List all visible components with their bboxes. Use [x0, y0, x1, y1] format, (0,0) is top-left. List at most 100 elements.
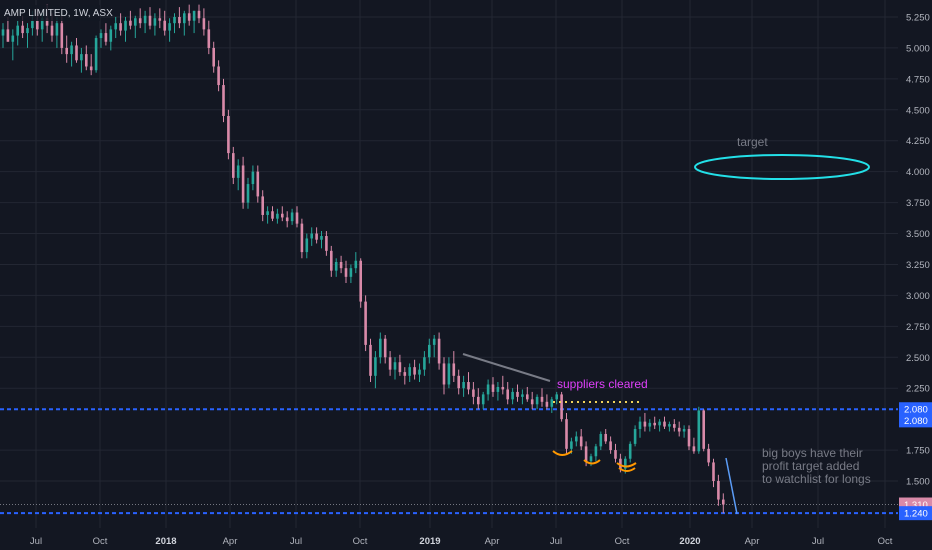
- candle-body: [589, 456, 593, 462]
- candle-body: [178, 17, 181, 24]
- candle-body: [428, 344, 431, 358]
- candle-body: [374, 357, 377, 376]
- price-badge-label: 1.310: [904, 500, 928, 511]
- y-tick-label: 3.000: [906, 291, 930, 302]
- candle-body: [628, 443, 632, 459]
- candle-body: [364, 301, 367, 345]
- candle-body: [408, 367, 411, 376]
- y-tick-label: 3.250: [906, 260, 930, 271]
- candle-body: [114, 23, 117, 30]
- candle-body: [643, 421, 647, 427]
- candle-body: [246, 184, 250, 203]
- candle-body: [153, 18, 157, 26]
- candle-body: [325, 236, 328, 251]
- candle-body: [398, 362, 402, 373]
- candle-body: [575, 436, 578, 442]
- price-badge-label: 2.080: [904, 416, 928, 427]
- candle-body: [677, 427, 681, 432]
- candle-body: [379, 338, 382, 358]
- candle-body: [535, 396, 539, 405]
- x-tick-label: Oct: [878, 536, 893, 547]
- candle-body: [187, 13, 191, 21]
- smile-mark-3: [616, 462, 637, 468]
- candle-body: [349, 268, 353, 277]
- candle-body: [202, 18, 206, 30]
- candle-body: [300, 223, 304, 253]
- candle-body: [168, 23, 171, 31]
- candle-body: [99, 33, 103, 39]
- candle-body: [50, 25, 54, 36]
- candle-body: [457, 375, 460, 389]
- candle-body: [222, 85, 225, 116]
- candle-body: [89, 66, 93, 71]
- y-tick-label: 2.750: [906, 322, 930, 333]
- candle-body: [599, 433, 603, 447]
- candle-body: [614, 450, 617, 459]
- candle-body: [119, 23, 122, 31]
- smile-mark-4: [618, 467, 636, 472]
- candle-body: [624, 458, 627, 469]
- candle-body: [85, 54, 88, 67]
- candle-body: [173, 17, 176, 24]
- candle-body: [138, 18, 142, 24]
- note-line-3: to watchlist for longs: [762, 472, 871, 486]
- candle-body: [452, 363, 456, 376]
- candle-body: [418, 369, 421, 375]
- price-badge-label: 1.240: [904, 509, 928, 520]
- x-tick-label: 2020: [679, 536, 700, 547]
- candle-body: [550, 399, 554, 407]
- candle-body: [290, 212, 294, 222]
- candle-body: [197, 10, 201, 19]
- candle-body: [281, 213, 284, 218]
- x-tick-label: Oct: [353, 536, 368, 547]
- candle-body: [158, 18, 162, 21]
- candle-body: [40, 18, 44, 30]
- candle-body: [511, 391, 514, 400]
- candle-body: [506, 389, 509, 400]
- candle-body: [207, 29, 211, 48]
- x-tick-label: 2018: [155, 536, 176, 547]
- candle-body: [526, 394, 529, 400]
- candle-body: [192, 10, 196, 21]
- candle-body: [682, 429, 686, 432]
- candle-body: [432, 338, 436, 345]
- candle-body: [673, 424, 676, 428]
- candle-body: [560, 394, 563, 420]
- price-badge-bg-0: [899, 402, 932, 417]
- note-line-2: profit target added: [762, 459, 859, 473]
- candle-body: [668, 424, 671, 427]
- candle-body: [212, 47, 215, 67]
- candle-body: [330, 250, 333, 271]
- target-label: target: [737, 135, 768, 149]
- y-tick-label: 3.750: [906, 198, 930, 209]
- candle-body: [702, 410, 705, 449]
- candle-body: [271, 211, 274, 219]
- x-axis: Jul Oct 2018 Apr Jul Oct 2019 Apr Jul Oct 2020 Apr J…: [30, 536, 893, 547]
- candle-body: [134, 18, 137, 26]
- candle-body: [717, 481, 720, 500]
- candle-body: [80, 54, 83, 61]
- candle-body: [697, 410, 701, 452]
- candle-body: [516, 391, 519, 397]
- candle-body: [403, 372, 407, 376]
- candle-body: [481, 394, 485, 405]
- level-lines: [0, 408, 898, 515]
- candle-body: [55, 23, 59, 36]
- trend-line: [462, 353, 551, 382]
- candle-body: [388, 357, 392, 370]
- candle-body: [310, 233, 313, 239]
- candle-body: [163, 20, 166, 31]
- candle-body: [339, 261, 343, 269]
- candle-body: [109, 29, 113, 42]
- candle-body: [251, 171, 255, 185]
- candle-body: [594, 446, 598, 457]
- candle-body: [521, 394, 524, 397]
- suppliers-cleared-label: suppliers cleared: [557, 377, 648, 391]
- candle-body: [545, 401, 549, 407]
- candle-body: [462, 382, 465, 389]
- candle-body: [609, 441, 612, 451]
- candle-body: [94, 38, 98, 71]
- candle-body: [320, 236, 323, 240]
